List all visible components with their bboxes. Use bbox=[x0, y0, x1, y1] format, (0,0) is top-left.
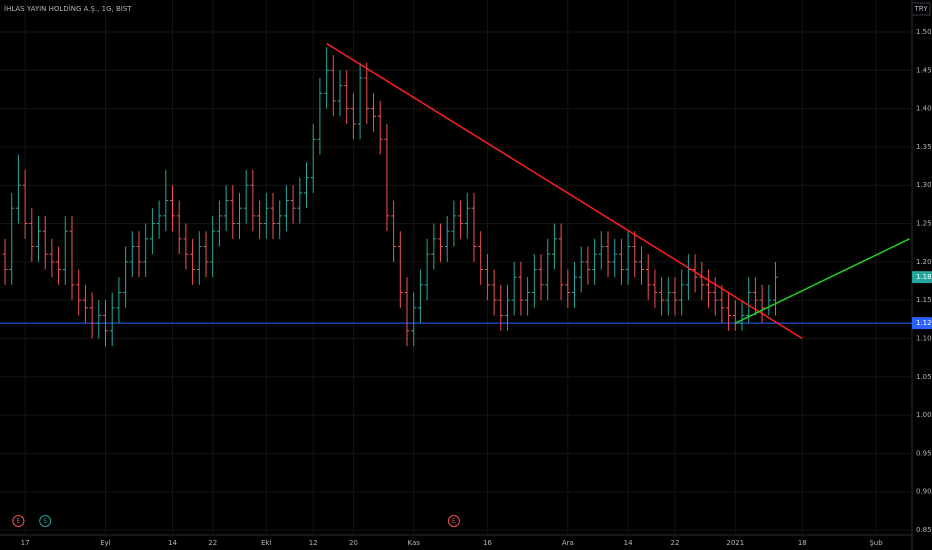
y-tick-label: 1.00 bbox=[916, 411, 932, 419]
y-tick-label: 1.15 bbox=[916, 296, 932, 304]
y-tick-label: 1.45 bbox=[916, 66, 932, 74]
x-tick-label: 14 bbox=[624, 539, 633, 547]
y-tick-label: 1.25 bbox=[916, 220, 932, 228]
y-tick-label: 1.40 bbox=[916, 105, 932, 113]
price-tag bbox=[912, 317, 932, 330]
x-tick-label: 14 bbox=[168, 539, 177, 547]
x-tick-label: 22 bbox=[208, 539, 217, 547]
event-marker bbox=[12, 515, 25, 527]
event-label: E bbox=[452, 518, 456, 525]
x-tick-label: 20 bbox=[349, 539, 358, 547]
y-tick-label: 1.05 bbox=[916, 373, 932, 381]
chart-title: İHLAS YAYIN HOLDİNG A.Ş., 1G, BIST bbox=[4, 4, 132, 13]
x-tick-label: Eki bbox=[261, 539, 271, 547]
event-marker bbox=[39, 515, 52, 527]
event-marker bbox=[447, 515, 460, 527]
x-tick-label: 18 bbox=[798, 539, 807, 547]
y-tick-label: 1.35 bbox=[916, 143, 932, 151]
y-tick-label: 0.95 bbox=[916, 449, 932, 457]
y-tick-label: 1.20 bbox=[916, 258, 932, 266]
price-tag-label: 1.12 bbox=[916, 319, 932, 327]
currency: TRY bbox=[914, 5, 929, 13]
y-tick-label: 1.30 bbox=[916, 181, 932, 189]
x-tick-label: Kas bbox=[407, 539, 420, 547]
x-tick-label: Eyl bbox=[100, 539, 111, 547]
x-tick-label: Şub bbox=[869, 539, 883, 547]
x-tick-label: Ara bbox=[562, 539, 574, 547]
trendline bbox=[326, 42, 803, 340]
y-tick-label: 1.10 bbox=[916, 334, 932, 342]
x-tick-label: 22 bbox=[671, 539, 680, 547]
x-tick-label: 2021 bbox=[726, 539, 744, 547]
price-tag bbox=[912, 271, 932, 284]
y-tick-label: 0.85 bbox=[916, 526, 932, 534]
trendline bbox=[734, 238, 910, 324]
x-tick-label: 12 bbox=[309, 539, 318, 547]
event-label: E bbox=[17, 518, 21, 525]
price-tag-label: 1.18 bbox=[916, 273, 932, 281]
event-label: S bbox=[43, 518, 47, 525]
x-tick-label: 16 bbox=[483, 539, 492, 547]
y-tick-label: 1.50 bbox=[916, 28, 932, 36]
y-tick-label: 0.90 bbox=[916, 488, 932, 496]
x-tick-label: 17 bbox=[21, 539, 30, 547]
